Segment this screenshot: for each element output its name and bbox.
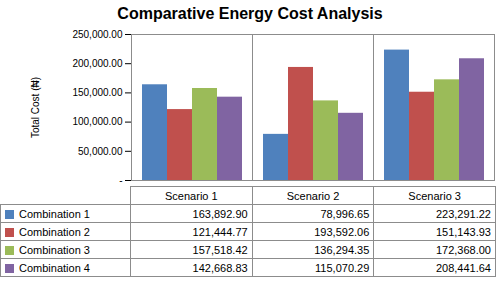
html-text:Combination 1: Combination 1 [19,207,90,220]
html-text:223,291.22: 223,291.22 [435,207,491,220]
html-text:121,444.77: 121,444.77 [192,225,248,238]
svg-text:50,000.00: 50,000.00 [78,146,123,157]
html-text:172,368.00: 172,368.00 [435,243,491,256]
html-text:142,668.83: 142,668.83 [192,261,248,274]
html-text:Scenario 3: Scenario 3 [408,189,461,202]
svg-text:250,000.00: 250,000.00 [72,29,122,40]
svg-text:200,000.00: 200,000.00 [72,58,122,69]
html-text:Scenario 1: Scenario 1 [165,189,218,202]
html-text:Scenario 2: Scenario 2 [286,189,340,202]
svg-text:150,000.00: 150,000.00 [72,87,122,98]
html-text:Comparative Energy Cost Analys: Comparative Energy Cost Analysis [117,5,383,22]
html-text:136,294.35: 136,294.35 [314,243,370,256]
svg-text:100,000.00: 100,000.00 [72,116,122,127]
html-text:193,592.06: 193,592.06 [314,225,370,238]
html-text:163,892.90: 163,892.90 [192,207,248,220]
html-text:208,441.64: 208,441.64 [435,261,491,274]
html-text:151,143.93: 151,143.93 [435,225,491,238]
html-text:115,070.29: 115,070.29 [315,261,370,274]
svg-text:Total Cost (₦): Total Cost (₦) [30,77,41,138]
svg-text:-: - [119,175,122,186]
html-text:Combination 3: Combination 3 [19,243,90,256]
html-text:Combination 4: Combination 4 [19,261,90,274]
html-text:78,996.65: 78,996.65 [320,207,370,220]
html-text:157,518.42: 157,518.42 [192,243,248,256]
html-text:Combination 2: Combination 2 [19,225,90,238]
